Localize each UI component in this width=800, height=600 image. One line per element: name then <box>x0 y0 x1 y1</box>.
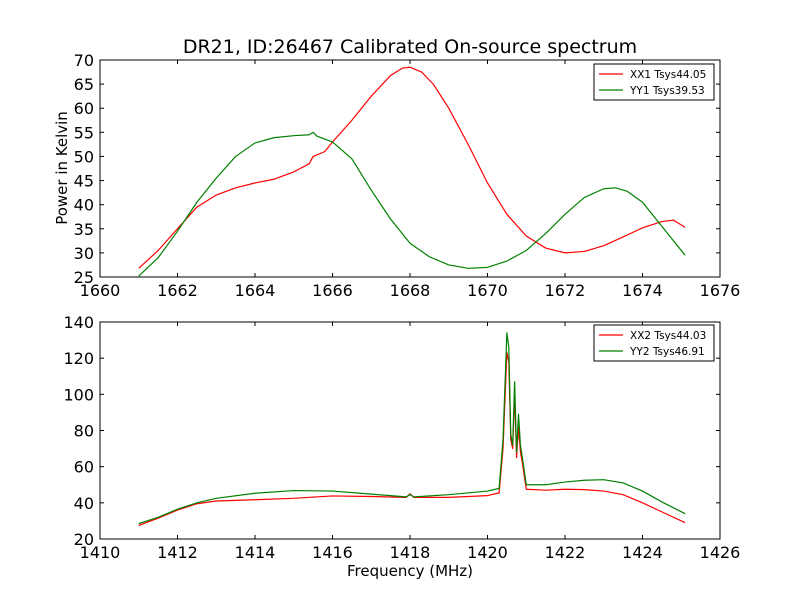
bottom-ytick-label: 20 <box>74 530 94 549</box>
bottom-series-line-1 <box>138 352 686 527</box>
top-ytick-label: 65 <box>74 75 94 94</box>
bottom-ytick-label: 140 <box>63 313 94 332</box>
bottom-plot-xlabel: Frequency (MHz) <box>347 562 473 580</box>
top-ytick-label: 30 <box>74 244 94 263</box>
bottom-plot-legend: XX2 Tsys44.03 YY2 Tsys46.91 <box>593 324 715 362</box>
top-xtick-label: 1662 <box>157 281 198 300</box>
top-ytick-label: 60 <box>74 99 94 118</box>
bottom-series-line-2 <box>138 332 686 525</box>
bottom-xtick-label: 1416 <box>312 543 353 562</box>
top-plot-frame <box>99 59 721 278</box>
bottom-xtick-label: 1420 <box>467 543 508 562</box>
bottom-plot-frame <box>99 321 721 540</box>
bottom-ytick-label: 100 <box>63 385 94 404</box>
bottom-legend-label-2: YY2 Tsys46.91 <box>629 346 705 358</box>
bottom-xtick-label: 1410 <box>80 543 121 562</box>
top-xtick-label: 1670 <box>467 281 508 300</box>
top-xtick-label: 1674 <box>622 281 663 300</box>
bottom-plot-ticks: 1410 1412 1414 1416 1418 1420 1422 1424 1426 20 40… <box>63 313 740 562</box>
bottom-legend-label-1: XX2 Tsys44.03 <box>630 330 706 342</box>
bottom-ytick-label: 80 <box>74 422 94 441</box>
top-ytick-label: 70 <box>74 51 94 70</box>
top-plot-series-group <box>138 66 686 277</box>
bottom-plot: Frequency (MHz) 1410 1412 1414 1416 1418 1420… <box>63 313 740 580</box>
bottom-xtick-label: 1424 <box>622 543 663 562</box>
top-series-line-2 <box>138 131 686 277</box>
top-plot-ylabel: Power in Kelvin <box>53 111 71 225</box>
top-plot-legend: XX1 Tsys44.05 YY1 Tsys39.53 <box>593 63 715 101</box>
top-xtick-label: 1666 <box>312 281 353 300</box>
top-ytick-label: 50 <box>74 147 94 166</box>
top-xtick-label: 1676 <box>700 281 741 300</box>
top-series-line-1 <box>138 66 686 269</box>
top-legend-label-2: YY1 Tsys39.53 <box>629 85 705 97</box>
top-ytick-label: 55 <box>74 123 94 142</box>
top-legend-label-1: XX1 Tsys44.05 <box>630 69 706 81</box>
bottom-plot-series-group <box>138 332 686 527</box>
bottom-xtick-label: 1426 <box>700 543 741 562</box>
bottom-xtick-label: 1412 <box>157 543 198 562</box>
bottom-ytick-label: 120 <box>63 349 94 368</box>
top-xtick-label: 1672 <box>545 281 586 300</box>
top-ytick-label: 40 <box>74 196 94 215</box>
top-xtick-label: 1668 <box>390 281 431 300</box>
bottom-legend-box <box>593 324 715 362</box>
top-xtick-label: 1664 <box>235 281 276 300</box>
bottom-ytick-label: 40 <box>74 494 94 513</box>
top-ytick-label: 45 <box>74 172 94 191</box>
top-legend-box <box>593 63 715 101</box>
top-ytick-label: 25 <box>74 268 94 287</box>
top-plot: DR21, ID:26467 Calibrated On-source spec… <box>53 36 740 300</box>
top-plot-title: DR21, ID:26467 Calibrated On-source spec… <box>183 36 637 58</box>
top-xtick-label: 1660 <box>80 281 121 300</box>
bottom-ytick-label: 60 <box>74 458 94 477</box>
bottom-xtick-label: 1418 <box>390 543 431 562</box>
top-plot-ticks: 1660 1662 1664 1666 1668 1670 1672 1674 1676 25 30… <box>74 51 741 300</box>
top-ytick-label: 35 <box>74 220 94 239</box>
bottom-xtick-label: 1414 <box>235 543 276 562</box>
bottom-xtick-label: 1422 <box>545 543 586 562</box>
